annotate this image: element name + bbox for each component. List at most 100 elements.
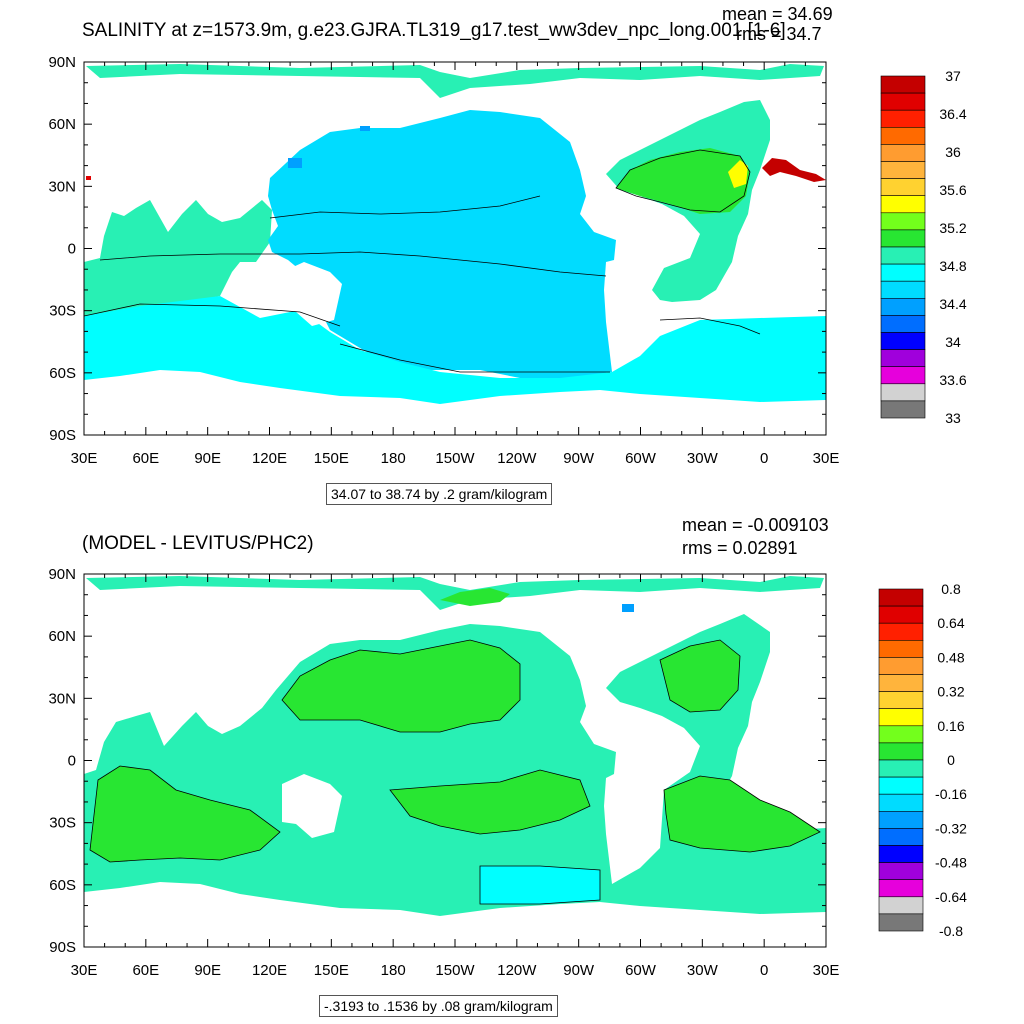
colorbar-swatch: [880, 349, 926, 368]
lon-label: 120E: [252, 450, 287, 467]
lat-label: 90N: [48, 54, 76, 71]
lat-label: 60S: [49, 365, 76, 382]
colorbar-swatch: [880, 280, 926, 299]
bottom-atlantic-positive: [664, 776, 820, 852]
top-okhotsk-patch: [288, 158, 302, 168]
bottom-australia-land: [282, 774, 342, 838]
lon-label: 30E: [813, 450, 840, 467]
bottom-contour-info-box: -.3193 to .1536 by .08 gram/kilogram: [319, 995, 558, 1017]
colorbar-label: 34.4: [939, 296, 966, 312]
bottom-rms-label: rms = 0.02891: [682, 538, 798, 558]
colorbar-swatch: [878, 862, 924, 880]
colorbar-label: 0.64: [937, 615, 964, 631]
colorbar-swatch: [880, 263, 926, 282]
lon-label: 150W: [435, 962, 475, 979]
bottom-hudson-patch: [622, 604, 634, 612]
bottom-contour-line: [659, 639, 741, 713]
lon-label: 90E: [194, 962, 221, 979]
lon-label: 30W: [687, 962, 719, 979]
top-contour-line: [339, 343, 610, 373]
top-contour-line: [99, 251, 607, 277]
colorbar-swatch: [878, 776, 924, 795]
lon-label: 120E: [252, 962, 287, 979]
colorbar-swatch: [878, 691, 924, 709]
colorbar-label: 37: [945, 68, 961, 84]
bottom-north-atlantic-positive: [660, 640, 740, 712]
colorbar-swatch: [878, 810, 924, 829]
colorbar-label: 0.32: [937, 684, 964, 700]
lon-label: 150W: [435, 450, 475, 467]
lat-label: 60S: [49, 877, 76, 894]
bottom-indian-positive: [90, 766, 280, 862]
colorbar-label: -0.16: [935, 786, 967, 802]
colorbar-swatch: [878, 828, 924, 846]
colorbar-swatch: [880, 161, 926, 179]
top-contour-line: [84, 303, 341, 327]
bottom-mean-label: mean = -0.009103: [682, 515, 829, 535]
colorbar-swatch: [880, 212, 926, 231]
colorbar-swatch: [878, 708, 924, 727]
top-mediterranean-sea: [762, 158, 826, 182]
bottom-panel-title: (MODEL - LEVITUS/PHC2): [82, 533, 314, 554]
colorbar-swatch: [880, 400, 926, 419]
colorbar-label: 0.48: [937, 649, 964, 665]
colorbar-label: 36.4: [939, 106, 966, 122]
top-contour-line: [269, 195, 541, 219]
top-contour-line: [659, 317, 761, 335]
colorbar-label: -0.64: [935, 889, 967, 905]
top-bering-patch: [360, 126, 370, 131]
colorbar-swatch: [880, 229, 926, 248]
colorbar-swatch: [880, 383, 926, 402]
lon-label: 60E: [132, 450, 159, 467]
bottom-contour-line: [89, 765, 281, 863]
lon-label: 180: [381, 962, 406, 979]
top-mediterranean-outflow: [728, 160, 748, 188]
colorbar-swatch: [878, 913, 924, 932]
lat-label: 0: [68, 241, 76, 258]
lat-label: 60N: [48, 116, 76, 133]
top-black-sea-patch: [86, 176, 91, 180]
colorbar-label: -0.48: [935, 855, 967, 871]
lon-label: 30E: [813, 962, 840, 979]
lat-label: 30S: [49, 303, 76, 320]
lon-label: 150E: [314, 450, 349, 467]
colorbar-swatch: [880, 92, 926, 111]
colorbar-label: 0: [947, 752, 955, 768]
top-map: [84, 62, 826, 435]
lon-label: 30E: [71, 450, 98, 467]
top-pacific-ocean: [268, 110, 616, 380]
top-panel-title: SALINITY at z=1573.9m, g.e23.GJRA.TL319_…: [82, 20, 786, 41]
top-indian-ocean: [84, 200, 272, 318]
lon-label: 90W: [563, 962, 595, 979]
lat-label: 90N: [48, 566, 76, 583]
colorbar-swatch: [880, 366, 926, 385]
lat-label: 0: [68, 753, 76, 770]
lon-label: 60W: [625, 450, 657, 467]
colorbar-label: 0.16: [937, 718, 964, 734]
colorbar-swatch: [880, 127, 926, 145]
bottom-pacific-positive: [282, 640, 520, 732]
colorbar-swatch: [878, 845, 924, 863]
colorbar-swatch: [880, 315, 926, 333]
top-contour-line: [615, 149, 751, 213]
lon-label: 60W: [625, 962, 657, 979]
bottom-contour-line: [281, 639, 521, 733]
lon-label: 0: [760, 962, 768, 979]
bottom-arctic-ocean: [86, 576, 824, 610]
bottom-contour-line: [389, 769, 591, 835]
colorbar-label: 33: [945, 410, 961, 426]
colorbar-label: -0.8: [939, 923, 963, 939]
colorbar-swatch: [878, 674, 924, 692]
colorbar-swatch: [878, 639, 924, 658]
colorbar-swatch: [880, 178, 926, 197]
lon-label: 90E: [194, 450, 221, 467]
top-southern-ocean: [84, 296, 826, 404]
colorbar-swatch: [880, 246, 926, 265]
colorbar-label: 34: [945, 334, 961, 350]
lon-label: 30W: [687, 450, 719, 467]
colorbar-label: 34.8: [939, 258, 966, 274]
colorbar-swatch: [880, 109, 926, 128]
top-mean-label: mean = 34.69: [722, 4, 833, 24]
colorbar-swatch: [880, 332, 926, 350]
